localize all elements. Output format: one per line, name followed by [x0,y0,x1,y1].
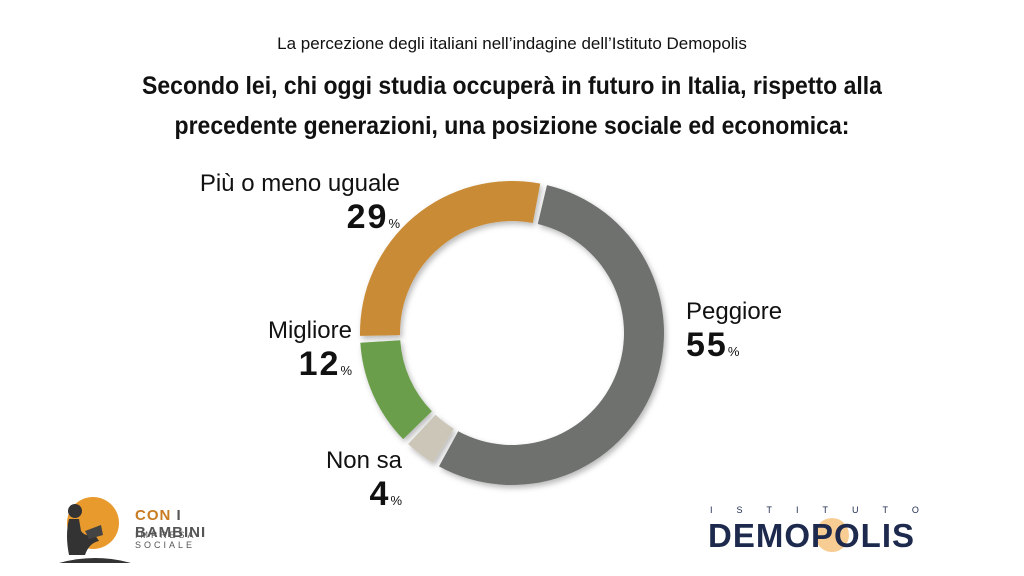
label-migliore-name: Migliore [267,317,352,344]
label-migliore-value: 12% [298,345,352,383]
demopolis-istituto-text: ISTITUTO [710,505,943,515]
donut-slice-migliore [360,340,432,440]
question-line-2: precedente generazioni, una posizione so… [174,112,850,140]
donut-slice-peggiore [439,185,665,486]
label-peggiore-name: Peggiore [686,298,783,325]
label-non-sa-value: 4% [369,475,402,513]
demopolis-sun-icon [815,518,849,552]
label-uguale: Più o meno uguale 29% [180,170,400,237]
chart-subtitle: La percezione degli italiani nell’indagi… [277,34,747,53]
label-peggiore: Peggiore 55% [686,298,846,365]
con-i-bambini-logo: CON I BAMBINI IMPRESA SOCIALE [55,495,255,565]
demopolis-name: DEMOPOLIS [708,517,916,554]
label-migliore: Migliore 12% [240,317,352,384]
con-i-bambini-name: CON I BAMBINI [135,507,207,541]
label-non-sa: Non sa 4% [300,447,402,514]
donut-slice-pi-o-meno-uguale [360,180,541,336]
label-uguale-name: Più o meno uguale [199,170,400,197]
label-peggiore-value: 55% [686,326,740,364]
child-reading-icon [59,497,131,563]
con-i-bambini-tagline: IMPRESA SOCIALE [135,530,197,550]
demopolis-logo: ISTITUTO DEMOPOLIS [708,505,978,565]
donut-slice-non-sa [408,414,454,463]
label-non-sa-name: Non sa [325,447,402,474]
label-uguale-value: 29% [346,198,400,236]
chart-question: Secondo lei, chi oggi studia occuperà in… [98,66,926,146]
question-line-1: Secondo lei, chi oggi studia occuperà in… [142,72,882,100]
